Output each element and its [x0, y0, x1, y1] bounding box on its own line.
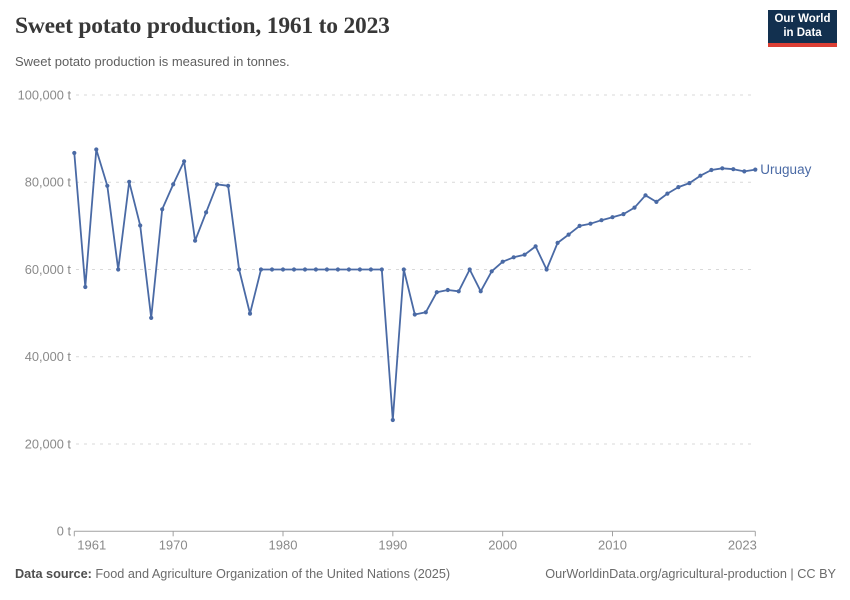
data-point[interactable]	[731, 167, 736, 172]
y-axis-tick-label: 100,000 t	[18, 87, 72, 102]
y-axis-tick-label: 20,000 t	[25, 436, 72, 451]
x-axis-tick-label: 1980	[269, 538, 298, 553]
data-point[interactable]	[280, 267, 286, 272]
data-point[interactable]	[511, 255, 516, 260]
data-point[interactable]	[687, 181, 692, 186]
chart-subtitle: Sweet potato production is measured in t…	[15, 54, 290, 69]
data-point[interactable]	[379, 267, 384, 272]
x-axis-tick-label: 1961	[77, 538, 106, 553]
y-axis-tick-label: 60,000 t	[25, 262, 72, 277]
page-title: Sweet potato production, 1961 to 2023	[15, 13, 390, 39]
x-axis-tick-label: 1990	[378, 538, 407, 553]
y-axis-tick-label: 80,000 t	[25, 175, 72, 190]
data-point[interactable]	[291, 267, 297, 272]
data-point[interactable]	[302, 267, 308, 272]
data-point[interactable]	[500, 259, 505, 264]
data-point[interactable]	[390, 417, 395, 423]
data-point[interactable]	[434, 290, 439, 295]
owid-logo[interactable]: Our World in Data	[768, 10, 837, 47]
data-point[interactable]	[401, 267, 406, 272]
credit-link[interactable]: OurWorldinData.org/agricultural-producti…	[545, 567, 836, 581]
data-point[interactable]	[204, 210, 209, 215]
series-line-uruguay[interactable]	[73, 148, 757, 421]
data-point[interactable]	[544, 267, 549, 272]
data-point[interactable]	[632, 205, 637, 210]
data-point[interactable]	[313, 267, 318, 272]
data-source-text: Food and Agriculture Organization of the…	[91, 567, 451, 581]
data-point[interactable]	[116, 267, 121, 272]
data-point[interactable]	[193, 238, 198, 243]
data-point[interactable]	[698, 173, 703, 178]
data-point[interactable]	[665, 191, 670, 196]
x-axis-tick-label: 2010	[598, 538, 627, 553]
data-point[interactable]	[423, 310, 428, 315]
data-point[interactable]	[160, 207, 165, 212]
data-point[interactable]	[83, 284, 88, 290]
data-point[interactable]	[489, 269, 494, 274]
data-point[interactable]	[566, 232, 571, 237]
data-point[interactable]	[138, 223, 143, 228]
data-source-label: Data source:	[15, 567, 92, 581]
data-point[interactable]	[742, 169, 747, 174]
data-point[interactable]	[522, 252, 527, 257]
data-point[interactable]	[237, 267, 242, 272]
data-point[interactable]	[709, 167, 714, 173]
data-point[interactable]	[643, 193, 648, 198]
y-axis-tick-label: 0 t	[57, 524, 72, 539]
logo-line-2: in Data	[783, 26, 822, 39]
data-point[interactable]	[676, 185, 681, 190]
data-point[interactable]	[182, 159, 187, 164]
data-point[interactable]	[456, 289, 461, 294]
data-point[interactable]	[215, 182, 220, 187]
data-source-note: Data source: Food and Agriculture Organi…	[15, 567, 450, 581]
data-point[interactable]	[577, 223, 582, 228]
logo-line-1: Our World	[774, 13, 831, 25]
data-point[interactable]	[247, 311, 253, 316]
data-point[interactable]	[555, 240, 560, 245]
data-point[interactable]	[599, 218, 604, 223]
data-point[interactable]	[621, 212, 626, 217]
data-point[interactable]	[357, 267, 362, 272]
x-axis-tick-label: 1970	[159, 538, 188, 553]
data-point[interactable]	[269, 267, 275, 272]
data-point[interactable]	[588, 221, 593, 226]
data-point[interactable]	[346, 267, 351, 272]
x-axis-tick-label: 2000	[488, 538, 517, 553]
y-axis-tick-label: 40,000 t	[25, 349, 72, 364]
data-point[interactable]	[753, 167, 758, 172]
data-point[interactable]	[720, 166, 725, 171]
data-point[interactable]	[445, 287, 450, 293]
data-point[interactable]	[258, 267, 264, 272]
data-point[interactable]	[149, 315, 154, 320]
data-point[interactable]	[94, 147, 99, 152]
data-point[interactable]	[533, 244, 538, 249]
data-point[interactable]	[226, 183, 231, 188]
data-point[interactable]	[335, 267, 340, 272]
series-label-uruguay[interactable]: Uruguay	[760, 162, 811, 177]
data-point[interactable]	[127, 179, 132, 184]
data-point[interactable]	[610, 215, 615, 220]
data-point[interactable]	[105, 183, 110, 188]
data-point[interactable]	[324, 267, 329, 272]
data-point[interactable]	[478, 289, 483, 294]
x-axis-tick-label: 2023	[728, 538, 757, 553]
data-point[interactable]	[72, 150, 77, 156]
data-point[interactable]	[171, 182, 176, 187]
data-point[interactable]	[368, 267, 373, 272]
data-point[interactable]	[467, 267, 472, 272]
data-point[interactable]	[412, 312, 417, 317]
data-point[interactable]	[654, 199, 659, 204]
